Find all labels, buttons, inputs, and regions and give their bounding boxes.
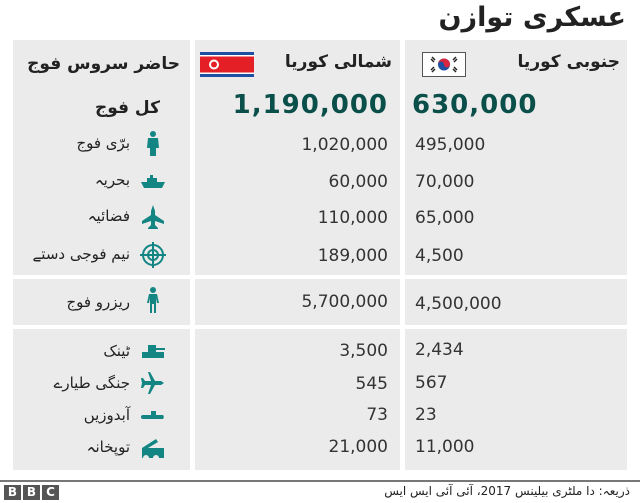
north-korea-flag-icon	[200, 52, 254, 77]
total-north-value: 1,190,000	[232, 90, 388, 120]
row-south-value: 567	[415, 373, 448, 393]
south-column-group2	[405, 279, 627, 325]
crosshair-icon	[140, 242, 166, 268]
row-label: برّی فوج	[76, 134, 130, 152]
jet-icon	[140, 204, 166, 230]
row-label: ریزرو فوج	[66, 293, 130, 311]
row-south-value: 2,434	[415, 340, 464, 360]
row-south-value: 65,000	[415, 208, 475, 228]
row-north-value: 545	[355, 374, 388, 394]
total-label: کل فوج	[94, 98, 160, 118]
row-north-value: 1,020,000	[301, 135, 388, 155]
row-south-value: 70,000	[415, 172, 475, 192]
row-label: بحریہ	[94, 171, 130, 189]
row-north-value: 110,000	[317, 208, 388, 228]
row-north-value: 3,500	[339, 341, 388, 361]
category-column-group2	[13, 279, 190, 325]
bbc-logo-letter: C	[42, 485, 59, 500]
footer-divider	[0, 480, 640, 482]
south-column-group1	[405, 40, 627, 275]
bbc-logo-letter: B	[23, 485, 40, 500]
row-north-value: 21,000	[328, 437, 388, 457]
row-north-value: 5,700,000	[301, 292, 388, 312]
row-north-value: 73	[366, 405, 388, 425]
south-column-group3	[405, 329, 627, 470]
category-column-group1	[13, 40, 190, 275]
row-south-value: 495,000	[415, 135, 486, 155]
artillery-icon	[140, 434, 166, 460]
page-title: عسکری توازن	[438, 2, 626, 33]
total-south-value: 630,000	[412, 90, 538, 120]
row-label: نیم فوجی دستے	[32, 245, 130, 263]
row-label: فضائیہ	[87, 207, 130, 225]
row-south-value: 11,000	[415, 437, 475, 457]
bbc-logo: B B C	[4, 485, 59, 500]
row-label: آبدوزیں	[83, 406, 130, 424]
row-south-value: 4,500,000	[415, 294, 502, 314]
submarine-icon	[140, 402, 166, 428]
north-column-group1	[195, 40, 400, 275]
airplane-icon	[140, 370, 166, 396]
south-korea-flag-icon	[422, 52, 466, 77]
source-note: ذریعہ: دا ملٹری بیلینس 2017، آئی آئی ایس…	[384, 484, 630, 498]
row-south-value: 23	[415, 405, 437, 425]
row-south-value: 4,500	[415, 246, 464, 266]
row-label: ٹینک	[103, 342, 130, 360]
header-category: حاضر سروس فوج	[27, 54, 180, 74]
person-icon	[140, 287, 166, 313]
north-column-group3	[195, 329, 400, 470]
header-north-korea: شمالی کوریا	[284, 52, 392, 72]
soldier-icon	[140, 130, 166, 156]
row-label: توپخانہ	[86, 438, 130, 456]
row-label: جنگی طیارے	[53, 374, 130, 392]
bbc-logo-letter: B	[4, 485, 21, 500]
north-column-group2	[195, 279, 400, 325]
row-north-value: 60,000	[328, 172, 388, 192]
row-north-value: 189,000	[317, 246, 388, 266]
ship-icon	[140, 168, 166, 194]
tank-icon	[140, 337, 166, 363]
header-south-korea: جنوبی کوریا	[517, 52, 620, 72]
